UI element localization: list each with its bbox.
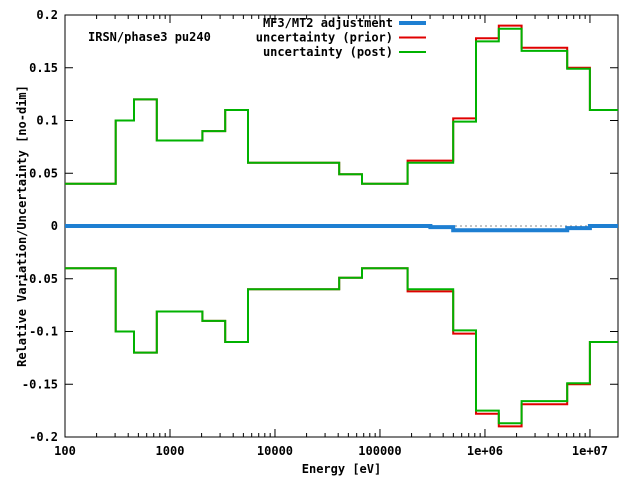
x-tick-label: 1e+06	[467, 444, 503, 458]
y-tick-label: -0.2	[29, 430, 58, 444]
chart-title: IRSN/phase3 pu240	[88, 30, 211, 44]
y-tick-label: 0.2	[36, 8, 58, 22]
legend-label-prior: uncertainty (prior)	[256, 31, 393, 45]
x-tick-label: 1e+07	[572, 444, 608, 458]
y-tick-label: -0.15	[22, 377, 58, 391]
y-tick-label: -0.05	[22, 272, 58, 286]
legend-label-adjustment: MF3/MT2 adjustment	[263, 16, 393, 30]
legend-label-post: uncertainty (post)	[263, 45, 393, 59]
x-tick-label: 100	[54, 444, 76, 458]
series-prior-lower-line	[65, 267, 618, 428]
series-adjustment-line	[65, 224, 618, 233]
x-tick-label: 10000	[257, 444, 293, 458]
series-post-lower-line	[65, 267, 618, 425]
series-post-upper-line	[65, 27, 618, 185]
x-tick-label: 100000	[358, 444, 401, 458]
y-tick-label: 0.05	[29, 166, 58, 180]
y-tick-label: 0.15	[29, 61, 58, 75]
y-tick-label: 0	[51, 219, 58, 233]
x-tick-label: 1000	[156, 444, 185, 458]
y-tick-label: -0.1	[29, 325, 58, 339]
y-axis-label: Relative Variation/Uncertainty [no-dim]	[15, 85, 29, 367]
x-axis-label: Energy [eV]	[302, 462, 381, 476]
y-tick-label: 0.1	[36, 114, 58, 128]
